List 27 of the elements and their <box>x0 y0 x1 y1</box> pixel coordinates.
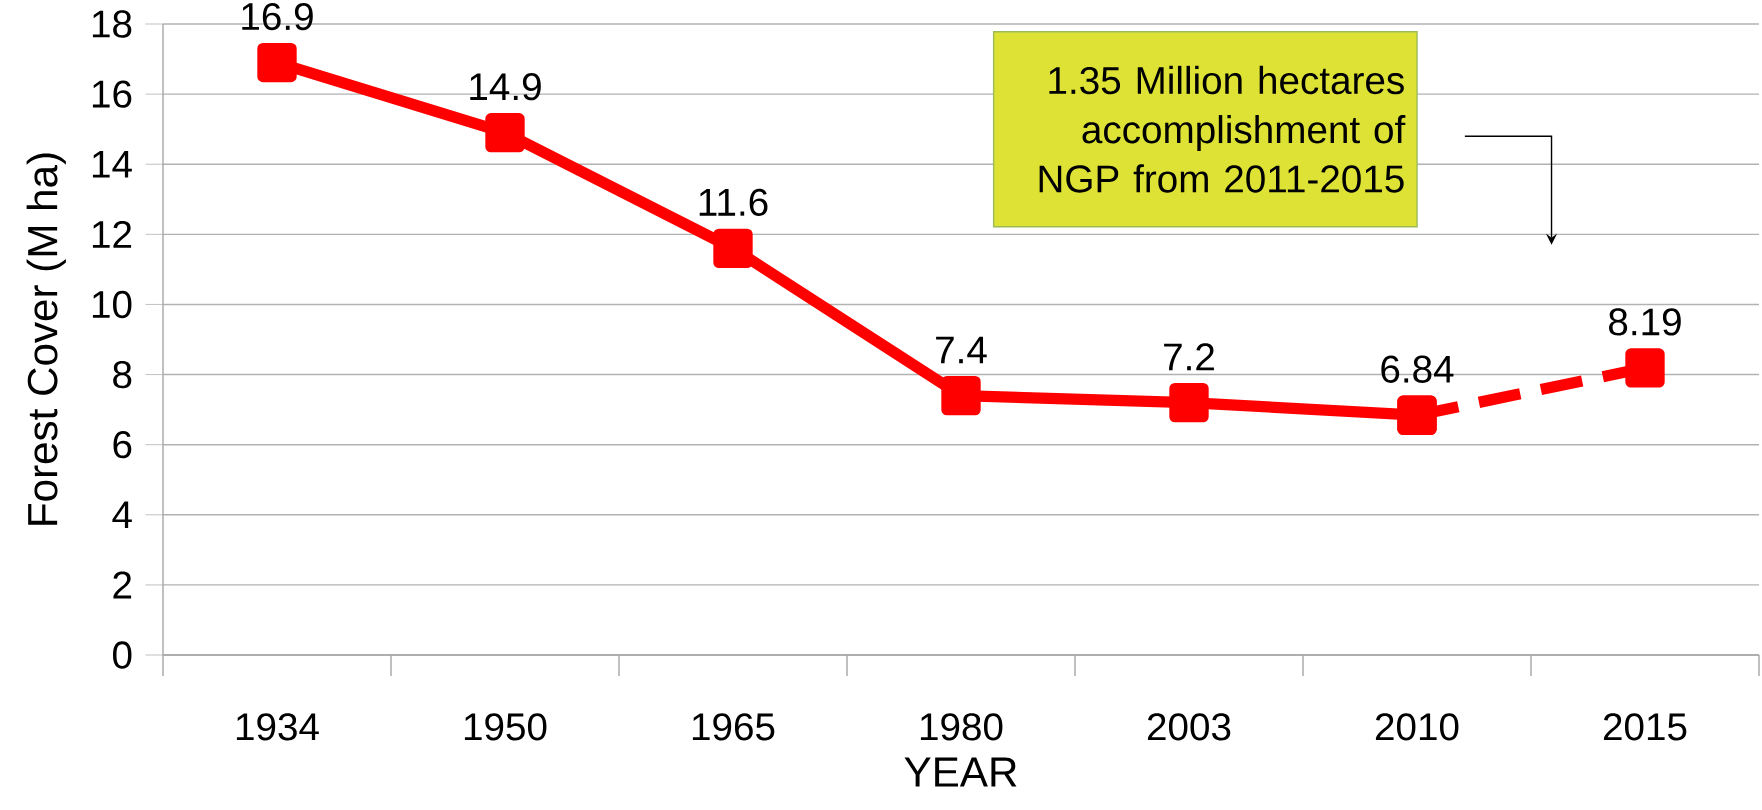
y-tick-label: 4 <box>112 501 132 529</box>
y-tick-label: 2 <box>113 571 132 599</box>
x-tick-label: 2003 <box>1147 713 1231 741</box>
y-tick-label: 16 <box>92 80 132 108</box>
data-label: 7.2 <box>1164 343 1214 371</box>
x-tick-label: 1965 <box>692 713 775 741</box>
y-axis-title: Forest Cover (M ha) <box>26 153 66 525</box>
y-tick-label: 12 <box>92 220 132 248</box>
y-tick-label: 0 <box>113 641 132 669</box>
y-tick-label: 18 <box>92 10 132 38</box>
x-tick-label: 2010 <box>1375 713 1459 741</box>
data-label: 6.84 <box>1381 355 1454 383</box>
y-tick-label: 6 <box>113 431 132 459</box>
y-tick-label: 14 <box>92 150 132 178</box>
x-axis-title: YEAR <box>904 757 1017 787</box>
data-label: 16.9 <box>242 2 313 31</box>
data-label: 7.4 <box>936 336 987 364</box>
data-label: 8.19 <box>1609 308 1681 336</box>
y-tick-label: 8 <box>113 360 132 389</box>
annotation: 1.35 Million hectares accomplishment of NGP from 2011-2015 <box>1039 65 1406 193</box>
y-tick-label: 10 <box>92 290 132 319</box>
data-label: 11.6 <box>699 188 768 217</box>
x-tick-label: 1950 <box>464 713 547 741</box>
x-tick-label: 1980 <box>920 713 1003 741</box>
x-tick-label: 1934 <box>236 713 319 741</box>
x-tick-label: 2015 <box>1603 713 1687 741</box>
data-label: 14.9 <box>470 73 541 101</box>
